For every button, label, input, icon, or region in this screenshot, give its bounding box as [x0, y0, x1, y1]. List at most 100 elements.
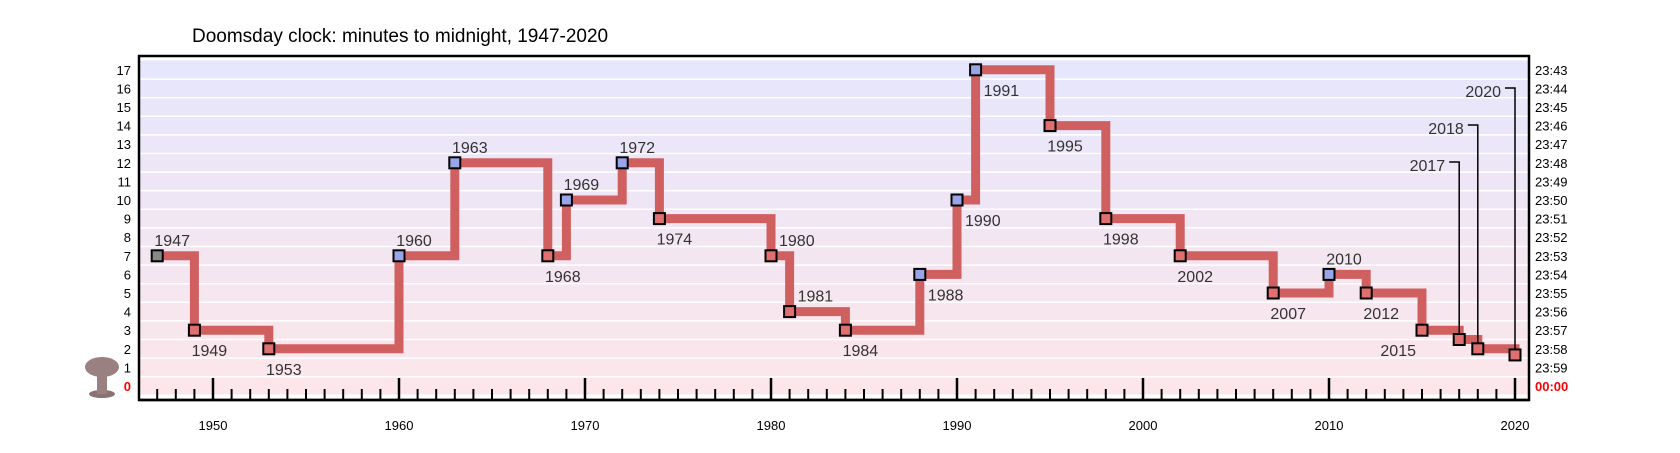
data-label-1981: 1981: [798, 289, 834, 306]
marker-1984: [838, 323, 852, 337]
data-label-1995: 1995: [1047, 139, 1083, 156]
marker-1980: [764, 249, 778, 263]
y-tick-left-1: 1: [124, 360, 131, 375]
band-5: [139, 283, 1529, 303]
leader-2017: [1449, 161, 1460, 334]
y-tick-left-6: 6: [124, 267, 131, 282]
marker-2012: [1359, 286, 1373, 300]
y-tick-left-10: 10: [117, 193, 131, 208]
y-tick-left-0: 0: [124, 379, 131, 394]
data-label-1980: 1980: [779, 233, 815, 250]
marker-1981: [783, 305, 797, 319]
band-14: [139, 116, 1529, 135]
marker-1990: [950, 193, 964, 207]
band-0: [139, 376, 1529, 396]
data-label-2018: 2018: [1428, 121, 1464, 138]
data-label-1998: 1998: [1103, 232, 1139, 249]
y-tick-left-16: 16: [117, 81, 131, 96]
band-6: [139, 265, 1529, 284]
data-label-1963: 1963: [452, 140, 488, 157]
marker-1972: [615, 156, 629, 170]
band-16: [139, 79, 1529, 98]
y-tick-left-13: 13: [117, 137, 131, 152]
band-15: [139, 97, 1529, 117]
data-label-1968: 1968: [545, 269, 581, 286]
y-tick-left-3: 3: [124, 323, 131, 338]
y-tick-right-14: 23:46: [1535, 119, 1568, 134]
data-label-1949: 1949: [192, 343, 228, 360]
marker-1963: [448, 156, 462, 170]
x-tick-label-2000: 2000: [1129, 418, 1158, 433]
y-tick-left-17: 17: [117, 63, 131, 78]
x-tick-label-1950: 1950: [199, 418, 228, 433]
data-label-1988: 1988: [928, 287, 964, 304]
marker-2007: [1266, 286, 1280, 300]
y-tick-right-15: 23:45: [1535, 100, 1568, 115]
marker-1969: [559, 193, 573, 207]
band-13: [139, 134, 1529, 154]
marker-1995: [1043, 119, 1057, 133]
marker-1947: [150, 249, 164, 263]
y-tick-right-11: 23:49: [1535, 174, 1568, 189]
x-tick-label-2010: 2010: [1315, 418, 1344, 433]
data-label-1969: 1969: [564, 177, 600, 194]
data-label-1990: 1990: [965, 213, 1001, 230]
y-tick-right-5: 23:55: [1535, 286, 1568, 301]
marker-1949: [187, 323, 201, 337]
x-tick-label-1990: 1990: [943, 418, 972, 433]
y-tick-right-1: 23:59: [1535, 360, 1568, 375]
band-1: [139, 358, 1529, 377]
data-label-1947: 1947: [154, 233, 190, 250]
y-tick-left-7: 7: [124, 249, 131, 264]
leader-2018: [1467, 124, 1479, 343]
y-tick-right-0: 00:00: [1535, 379, 1568, 394]
band-7: [139, 246, 1529, 266]
marker-2002: [1173, 249, 1187, 263]
band-17: [139, 60, 1529, 80]
leader-2020: [1505, 87, 1516, 349]
plot-frame: [137, 54, 1531, 402]
data-label-2002: 2002: [1177, 269, 1213, 286]
y-tick-left-14: 14: [117, 119, 131, 134]
band-3: [139, 320, 1529, 340]
data-label-2012: 2012: [1363, 306, 1399, 323]
marker-2015: [1415, 323, 1429, 337]
marker-1974: [652, 212, 666, 226]
data-label-1974: 1974: [657, 232, 693, 249]
band-10: [139, 190, 1529, 210]
y-tick-left-11: 11: [118, 174, 132, 189]
y-tick-right-2: 23:58: [1535, 342, 1568, 357]
x-tick-label-1980: 1980: [757, 418, 786, 433]
data-markers: [150, 63, 1522, 362]
band-2: [139, 339, 1529, 359]
x-tick-label-1970: 1970: [571, 418, 600, 433]
data-label-2010: 2010: [1326, 251, 1362, 268]
marker-2018: [1471, 342, 1485, 356]
marker-2020: [1508, 348, 1522, 362]
y-tick-left-4: 4: [124, 305, 131, 320]
data-label-1960: 1960: [396, 233, 432, 250]
x-tick-label-2020: 2020: [1501, 418, 1530, 433]
data-label-1991: 1991: [984, 83, 1020, 100]
y-tick-left-8: 8: [124, 230, 131, 245]
y-tick-right-6: 23:54: [1535, 267, 1568, 282]
marker-1998: [1099, 212, 1113, 226]
band-9: [139, 209, 1529, 228]
x-tick-label-1960: 1960: [385, 418, 414, 433]
y-axis-right-time: 00:00 23:59 23:58 23:57 23:56 23:55 23:54 23:53…: [1535, 63, 1568, 394]
y-tick-right-7: 23:53: [1535, 249, 1568, 264]
data-label-2017: 2017: [1410, 158, 1446, 175]
y-tick-left-5: 5: [124, 286, 131, 301]
marker-1991: [969, 63, 983, 77]
marker-2017: [1452, 333, 1466, 346]
y-tick-right-16: 23:44: [1535, 81, 1568, 96]
data-label-1972: 1972: [619, 140, 655, 157]
band-12: [139, 153, 1529, 173]
gridlines: [139, 78, 1529, 397]
band-11: [139, 172, 1529, 191]
data-label-2020: 2020: [1465, 84, 1501, 101]
marker-1988: [913, 267, 927, 281]
y-tick-right-17: 23:43: [1535, 63, 1568, 78]
data-label-2007: 2007: [1270, 306, 1306, 323]
